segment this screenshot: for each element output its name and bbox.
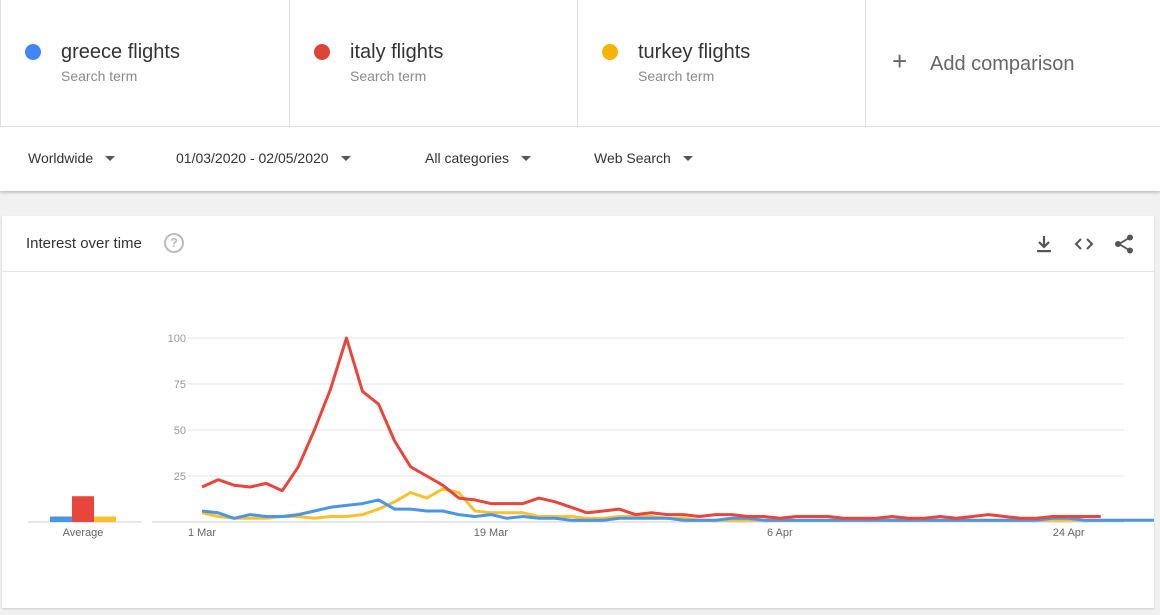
y-tick-label: 75 xyxy=(174,379,186,391)
card-header: Interest over time ? xyxy=(2,216,1154,272)
card-title: Interest over time xyxy=(26,235,142,252)
term-color-dot xyxy=(314,44,330,60)
caret-down-icon xyxy=(105,155,116,161)
date-range-dropdown[interactable]: 01/03/2020 - 02/05/2020 xyxy=(176,150,351,166)
share-icon[interactable] xyxy=(1112,232,1136,256)
date-range-value: 01/03/2020 - 02/05/2020 xyxy=(176,150,329,166)
y-tick-label: 100 xyxy=(168,333,186,345)
average-bar xyxy=(94,516,116,522)
term-type: Search term xyxy=(61,68,138,84)
filter-bar: Worldwide 01/03/2020 - 02/05/2020 All ca… xyxy=(0,127,1160,191)
caret-down-icon xyxy=(521,155,532,161)
x-tick-label: 6 Apr xyxy=(767,527,793,539)
y-tick-label: 50 xyxy=(174,425,186,437)
download-icon-graphic xyxy=(1037,236,1051,253)
x-tick-label: 1 Mar xyxy=(188,527,216,539)
x-tick-label: 19 Mar xyxy=(474,527,509,539)
average-bar xyxy=(72,496,94,522)
average-bar xyxy=(50,516,72,522)
category-value: All categories xyxy=(425,150,510,166)
category-dropdown[interactable]: All categories xyxy=(425,150,532,166)
region-value: Worldwide xyxy=(28,150,94,166)
add-comparison-label: Add comparison xyxy=(930,53,1075,75)
interest-chart: 25 50 75 100 1 Mar 19 Mar 6 Apr 24 Apr Average xyxy=(28,333,1154,539)
embed-code-icon-graphic xyxy=(1074,238,1094,250)
series-line xyxy=(201,487,1101,522)
plus-icon: + xyxy=(892,46,908,76)
term-name[interactable]: turkey flights xyxy=(638,41,751,63)
add-comparison-button[interactable]: + Add comparison xyxy=(866,0,1160,127)
series-line xyxy=(201,498,1154,522)
share-icon-graphic xyxy=(1115,234,1133,254)
term-color-dot xyxy=(602,44,618,60)
embed-code-icon[interactable] xyxy=(1072,232,1096,256)
term-type: Search term xyxy=(638,68,715,84)
search-type-value: Web Search xyxy=(594,150,671,166)
y-tick-label: 25 xyxy=(174,471,186,483)
caret-down-icon xyxy=(340,155,351,161)
term-color-dot xyxy=(25,44,41,60)
x-tick-label: 24 Apr xyxy=(1053,527,1085,539)
series-line xyxy=(201,336,1101,520)
caret-down-icon xyxy=(682,155,693,161)
interest-over-time-card: Interest over time ? 25 50 75 100 xyxy=(2,216,1154,608)
average-label: Average xyxy=(63,527,104,539)
search-type-dropdown[interactable]: Web Search xyxy=(594,150,693,166)
search-terms-bar: greece flights Search term italy flights… xyxy=(0,0,1160,127)
region-dropdown[interactable]: Worldwide xyxy=(28,150,116,166)
term-card-greece[interactable]: greece flights Search term xyxy=(0,0,290,127)
term-card-italy[interactable]: italy flights Search term xyxy=(290,0,578,127)
help-icon[interactable]: ? xyxy=(164,233,184,253)
term-name[interactable]: greece flights xyxy=(61,41,180,63)
term-card-turkey[interactable]: turkey flights Search term xyxy=(578,0,866,127)
term-name[interactable]: italy flights xyxy=(350,41,444,63)
download-icon[interactable] xyxy=(1032,232,1056,256)
term-type: Search term xyxy=(350,68,427,84)
